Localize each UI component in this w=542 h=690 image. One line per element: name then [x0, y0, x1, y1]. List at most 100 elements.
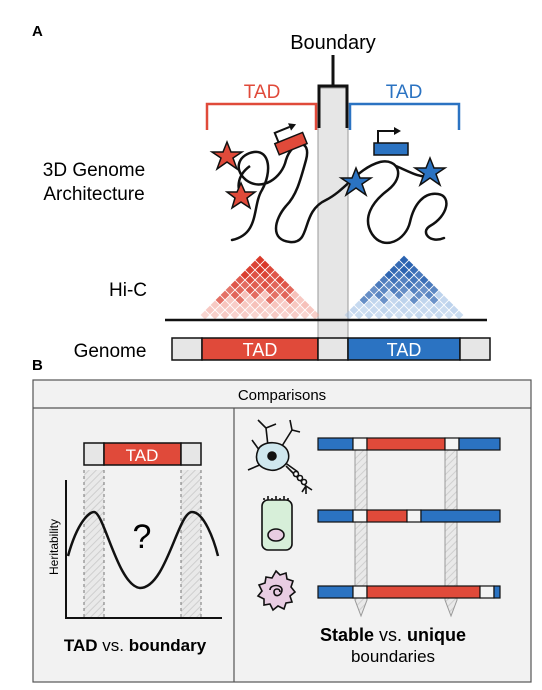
hic-contact-cell: [394, 290, 404, 300]
hic-contact-cell: [240, 290, 250, 300]
hic-contact-cell: [230, 300, 240, 310]
hic-contact-cell: [409, 305, 419, 315]
hic-contact-cell: [374, 290, 384, 300]
hic-contact-cell: [404, 260, 414, 270]
hic-contact-cell: [295, 295, 305, 305]
enhancer-star-icon: [224, 181, 258, 210]
hic-contact-cell: [409, 265, 419, 275]
hic-contact-cell: [359, 305, 369, 315]
hic-contact-cell: [240, 270, 250, 280]
hic-contact-cell: [290, 290, 300, 300]
hic-contact-cell: [414, 280, 424, 290]
hic-contact-cell: [349, 305, 359, 315]
boundary-bracket: [317, 55, 349, 128]
hic-contact-cell: [285, 305, 295, 315]
hic-contact-cell: [250, 270, 260, 280]
hic-contact-cell: [384, 270, 394, 280]
hic-contact-cell: [265, 295, 275, 305]
genome-tad-left-label: TAD: [243, 340, 278, 360]
right-caption-line2: boundaries: [351, 647, 435, 666]
hic-contact-cell: [399, 275, 409, 285]
hic-contact-cell: [404, 310, 414, 320]
left-caption: TAD vs. boundary: [64, 636, 207, 655]
hic-contact-cell: [389, 285, 399, 295]
hic-contact-cell: [394, 280, 404, 290]
hic-contact-cell: [384, 310, 394, 320]
hic-contact-cell: [354, 300, 364, 310]
hic-triangle-right: [344, 255, 464, 320]
hic-contact-cell: [250, 280, 260, 290]
hic-contact-cell: [389, 265, 399, 275]
hic-contact-cell: [424, 310, 434, 320]
hic-contact-cell: [414, 310, 424, 320]
tad-left-label: TAD: [244, 82, 281, 103]
hic-contact-cell: [215, 295, 225, 305]
hic-contact-cell: [230, 280, 240, 290]
hic-contact-cell: [369, 285, 379, 295]
hic-contact-cell: [285, 285, 295, 295]
hic-contact-cell: [255, 295, 265, 305]
left-tad-label: TAD: [126, 446, 159, 465]
hic-contact-cell: [369, 305, 379, 315]
hic-contact-cell: [354, 310, 364, 320]
enhancer-star-icon: [338, 165, 374, 197]
hic-contact-cell: [240, 280, 250, 290]
hic-contact-cell: [255, 255, 265, 265]
enhancer-star-icon: [412, 155, 448, 187]
hic-contact-cell: [285, 295, 295, 305]
genome-track-immune: [317, 585, 501, 599]
hic-contact-cell: [280, 310, 290, 320]
tad-right-bracket: [348, 102, 461, 130]
hic-contact-cell: [255, 305, 265, 315]
hic-contact-cell: [419, 275, 429, 285]
hic-contact-cell: [409, 295, 419, 305]
hic-contact-cell: [429, 285, 439, 295]
chromatin-fiber: [230, 143, 448, 245]
hic-contact-cell: [220, 300, 230, 310]
hic-contact-cell: [275, 275, 285, 285]
arch-label-line2: Architecture: [43, 184, 144, 205]
hic-contact-cell: [364, 290, 374, 300]
gene-right: [373, 127, 409, 156]
hic-contact-cell: [454, 310, 464, 320]
hic-contact-cell: [414, 270, 424, 280]
hic-contact-cell: [429, 295, 439, 305]
genome-track-epithelial: [317, 509, 501, 523]
caption-boundary: boundary: [129, 636, 207, 655]
hic-contact-cell: [235, 305, 245, 315]
hic-contact-cell: [414, 290, 424, 300]
heritability-axes: [65, 480, 222, 619]
hic-contact-cell: [245, 295, 255, 305]
hic-contact-cell: [379, 295, 389, 305]
hic-contact-cell: [280, 290, 290, 300]
hic-contact-cell: [255, 285, 265, 295]
hic-contact-cell: [300, 300, 310, 310]
hic-contact-cell: [220, 290, 230, 300]
hic-contact-cell: [444, 310, 454, 320]
tad-right-label: TAD: [386, 82, 423, 103]
question-mark: ?: [133, 518, 152, 556]
hic-contact-cell: [270, 310, 280, 320]
hic-contact-cell: [384, 280, 394, 290]
hic-contact-cell: [250, 300, 260, 310]
hic-contact-cell: [424, 290, 434, 300]
panel-b-letter: B: [32, 357, 43, 374]
hic-contact-cell: [434, 290, 444, 300]
hic-contact-cell: [389, 275, 399, 285]
hic-contact-cell: [449, 305, 459, 315]
hic-contact-cell: [240, 300, 250, 310]
hic-contact-cell: [265, 265, 275, 275]
hic-contact-cell: [220, 310, 230, 320]
epithelial-cell-icon: [261, 496, 293, 551]
hic-contact-cell: [290, 310, 300, 320]
hic-contact-cell: [265, 305, 275, 315]
hic-contact-cell: [305, 305, 315, 315]
hic-contact-cell: [374, 300, 384, 310]
hic-contact-cell: [399, 285, 409, 295]
hic-contact-cell: [280, 300, 290, 310]
hic-contact-cell: [394, 300, 404, 310]
hic-contact-cell: [399, 255, 409, 265]
hic-contact-cell: [215, 305, 225, 315]
hic-contact-cell: [419, 285, 429, 295]
hic-contact-cell: [270, 270, 280, 280]
